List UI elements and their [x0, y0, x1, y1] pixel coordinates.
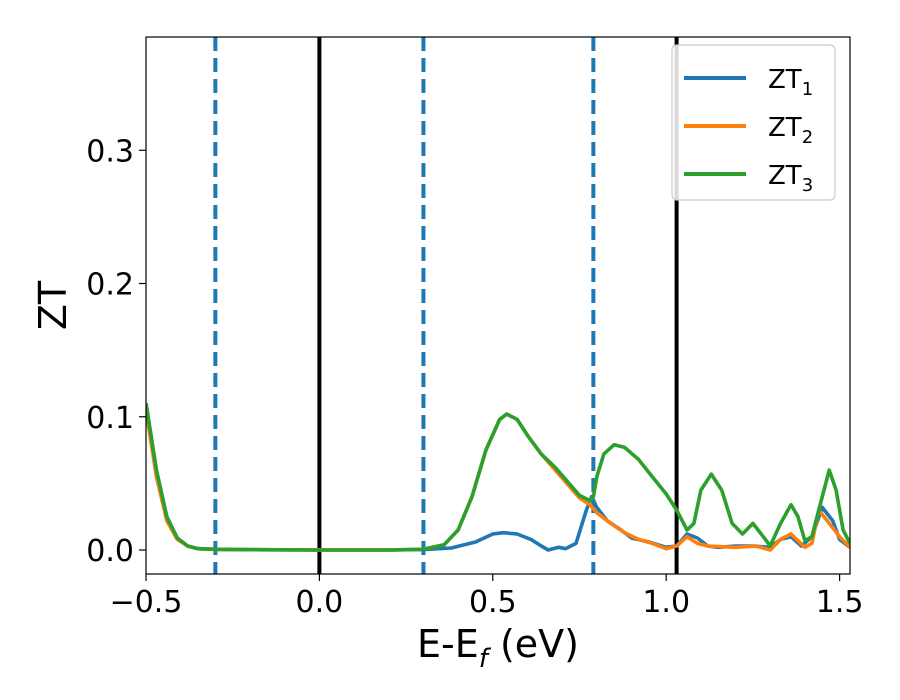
x-tick-label: 1.5	[816, 585, 864, 620]
reference-lines	[213, 37, 679, 574]
series-line-3	[146, 403, 850, 552]
x-tick-label: −0.5	[110, 585, 183, 620]
y-axis-title: ZT	[31, 280, 75, 330]
x-axis: −0.5 0.0 0.5 1.0 1.5	[110, 574, 864, 620]
x-axis-title-tail: (eV)	[488, 622, 579, 666]
x-axis-title-main: E-E	[417, 622, 479, 666]
x-tick-label: 0.5	[469, 585, 517, 620]
x-axis-title: E-Ef (eV)	[417, 622, 579, 674]
y-tick-label: 0.3	[86, 134, 134, 169]
legend-label-2: ZT2	[768, 113, 813, 148]
series-layer	[146, 403, 850, 552]
x-tick-label: 0.0	[296, 585, 344, 620]
plot-frame	[145, 36, 851, 575]
legend: ZT1 ZT2 ZT3	[671, 44, 836, 201]
legend-frame	[671, 44, 836, 201]
y-tick-label: 0.2	[86, 268, 134, 303]
series-line-2	[146, 409, 850, 552]
y-tick-label: 0.1	[86, 401, 134, 436]
legend-label-1: ZT1	[768, 65, 813, 100]
legend-label-3: ZT3	[768, 161, 813, 196]
y-tick-label: 0.0	[86, 534, 134, 569]
y-axis: 0.0 0.1 0.2 0.3	[86, 134, 146, 569]
x-tick-label: 1.0	[642, 585, 690, 620]
